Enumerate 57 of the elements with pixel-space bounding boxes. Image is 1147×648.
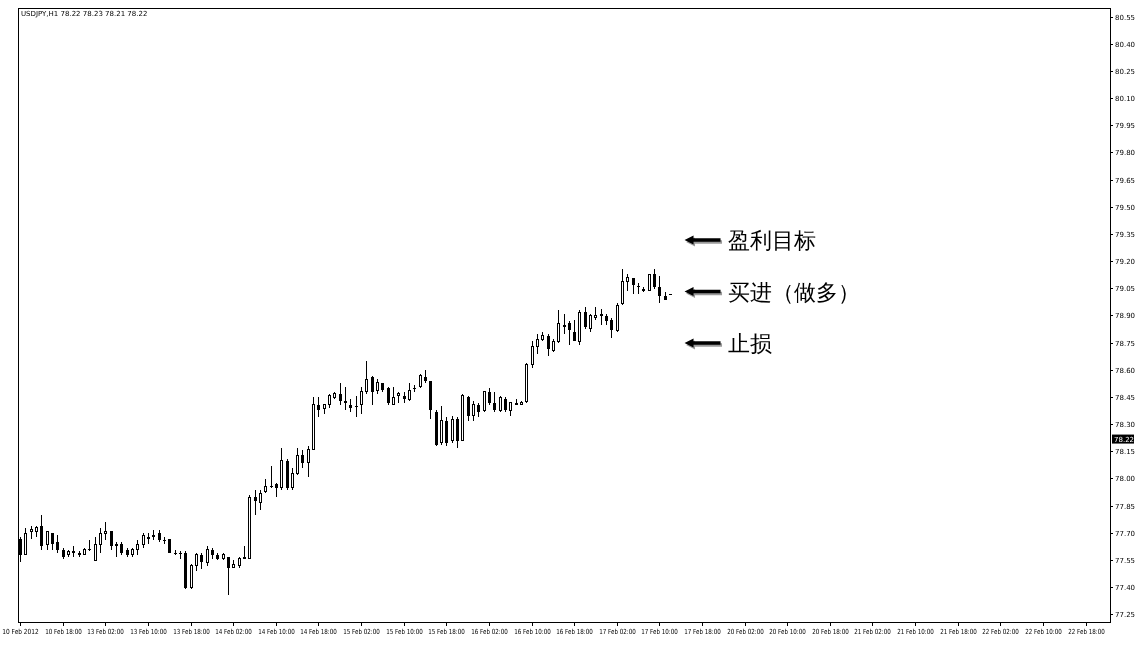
candlestick xyxy=(408,382,411,402)
annotation: 盈利目标 xyxy=(727,228,816,253)
candlestick xyxy=(637,282,640,295)
candlestick xyxy=(584,306,587,330)
candlestick xyxy=(307,445,310,478)
candlestick xyxy=(94,536,97,561)
candlestick xyxy=(483,391,486,413)
candlestick xyxy=(451,415,454,444)
candlestick xyxy=(536,333,539,355)
candlestick xyxy=(291,467,294,491)
candlestick xyxy=(254,489,257,516)
candlestick xyxy=(531,340,534,369)
candlestick xyxy=(227,556,230,596)
candlestick xyxy=(19,536,22,563)
candlestick xyxy=(339,382,342,406)
annotation: 止损 xyxy=(727,331,772,356)
candlestick xyxy=(456,416,459,449)
candlestick xyxy=(179,550,182,560)
candlestick xyxy=(610,317,613,339)
candlestick xyxy=(46,530,49,551)
candlestick xyxy=(621,268,624,306)
candlestick xyxy=(190,563,193,590)
candlestick xyxy=(195,552,198,572)
candlestick xyxy=(259,489,262,511)
candlestick xyxy=(40,514,43,551)
candlestick xyxy=(445,416,448,447)
candlestick xyxy=(365,360,368,395)
candlestick xyxy=(360,386,363,415)
candlestick xyxy=(568,320,571,346)
candlestick xyxy=(387,386,390,406)
candlestick xyxy=(467,395,470,422)
candlestick xyxy=(24,527,27,556)
candlestick xyxy=(658,275,661,304)
candlestick xyxy=(493,391,496,413)
candlestick xyxy=(110,530,113,551)
candlestick xyxy=(392,386,395,406)
candlestick xyxy=(270,465,273,489)
candlestick xyxy=(115,541,118,558)
candlestick xyxy=(296,447,299,476)
candlestick xyxy=(371,375,374,406)
annotation: 买进（做多） xyxy=(727,279,860,305)
candlestick xyxy=(563,313,566,335)
candlestick xyxy=(104,521,107,541)
candlestick xyxy=(653,268,656,290)
candlestick xyxy=(344,386,347,411)
candlestick xyxy=(301,449,304,469)
candlestick xyxy=(99,527,102,554)
candlestick xyxy=(88,540,91,552)
candlestick xyxy=(56,534,59,554)
candlestick xyxy=(557,309,560,344)
candlestick xyxy=(547,333,550,357)
candlestick xyxy=(472,400,475,422)
candlestick xyxy=(440,405,443,445)
candlestick xyxy=(317,396,320,418)
candlestick xyxy=(206,545,209,567)
candlestick xyxy=(355,395,358,418)
candlestick xyxy=(589,313,592,333)
